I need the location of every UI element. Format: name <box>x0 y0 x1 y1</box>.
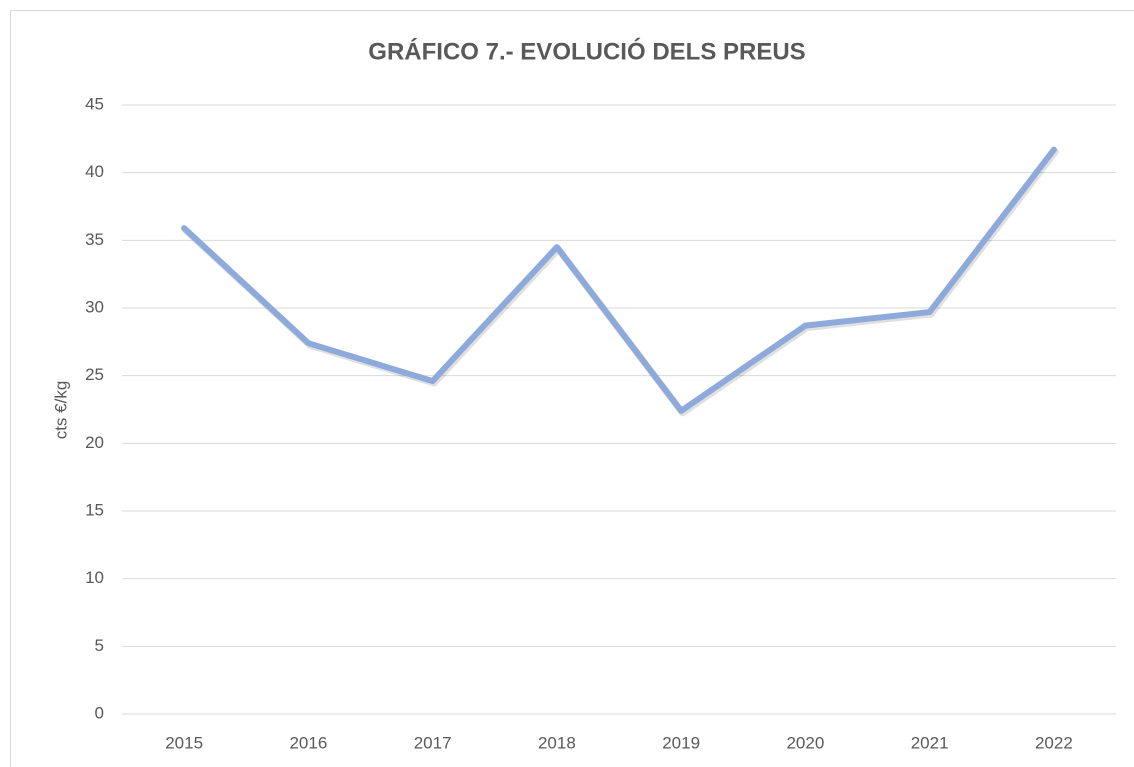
chart-title: GRÁFICO 7.- EVOLUCIÓ DELS PREUS <box>368 37 805 65</box>
y-tick-label: 15 <box>85 500 104 519</box>
y-tick-label: 35 <box>85 230 104 249</box>
x-tick-label: 2015 <box>165 733 203 752</box>
x-tick-label: 2019 <box>662 733 700 752</box>
x-tick-label: 2022 <box>1035 733 1073 752</box>
y-tick-label: 30 <box>85 297 104 316</box>
x-tick-label: 2021 <box>911 733 949 752</box>
x-tick-label: 2017 <box>414 733 452 752</box>
chart-frame <box>10 10 1134 767</box>
x-tick-label: 2018 <box>538 733 576 752</box>
y-tick-label: 20 <box>85 433 104 452</box>
y-tick-label: 45 <box>85 94 104 113</box>
y-tick-label: 25 <box>85 365 104 384</box>
x-tick-label: 2016 <box>289 733 327 752</box>
y-tick-label: 5 <box>95 636 104 655</box>
y-tick-label: 10 <box>85 568 104 587</box>
y-tick-label: 0 <box>95 703 104 722</box>
line <box>181 146 1057 414</box>
x-tick-label: 2020 <box>786 733 824 752</box>
y-axis-label: cts €/kg <box>51 381 70 440</box>
y-tick-label: 40 <box>85 162 104 181</box>
